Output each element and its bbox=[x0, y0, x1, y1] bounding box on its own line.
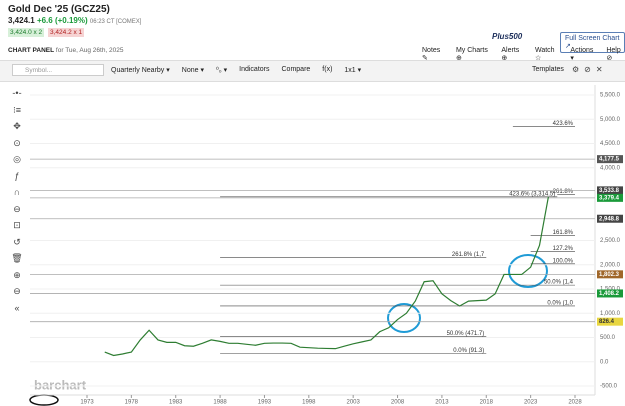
fib-label: 100.0% bbox=[553, 258, 574, 264]
price-tag bbox=[597, 193, 623, 202]
x-tick-label: 1983 bbox=[169, 400, 183, 406]
price-tag bbox=[597, 155, 623, 164]
y-tick-label: 5,500.0 bbox=[600, 93, 621, 99]
y-tick-label: 5,000.0 bbox=[600, 117, 621, 123]
drawing-tools: -•- ⁝≡ ✥ ⊙ ◎ ƒ ∩ ⊖ ⊡ ↺ 🗑 ⊕ ⊖ « bbox=[11, 88, 23, 313]
x-tick-label: 1973 bbox=[80, 400, 94, 406]
price-tag-label: 2,948.8 bbox=[599, 216, 620, 222]
highlight-circle bbox=[508, 254, 548, 288]
chart-panel-label: CHART PANEL for Tue, Aug 26th, 2025 bbox=[8, 47, 124, 54]
toolbar-icons: ⚙⊘✕ bbox=[572, 65, 608, 74]
symbol-input[interactable]: Symbol... bbox=[12, 64, 104, 76]
fib-label: 127.2% bbox=[553, 246, 574, 252]
toolbar-item[interactable]: None ▾ bbox=[181, 67, 204, 74]
quote-line: 3,424.1 +6.6 (+0.19%) 06:23 CT [COMEX] bbox=[8, 16, 141, 25]
panel-action[interactable]: Alerts ⊕ bbox=[501, 47, 520, 62]
templates-button[interactable]: Templates bbox=[532, 66, 564, 73]
y-tick-label: 500.0 bbox=[600, 335, 616, 341]
panel-action[interactable]: Watch ☆ bbox=[535, 47, 555, 62]
panel-name: CHART PANEL bbox=[8, 47, 55, 54]
toolbar-item[interactable]: Indicators bbox=[239, 66, 270, 73]
panel-action[interactable]: Actions ▾ bbox=[570, 47, 594, 62]
price-tag bbox=[597, 317, 623, 326]
fib-label: 50.0% (1,4 bbox=[544, 280, 574, 286]
instrument-title: Gold Dec '25 (GCZ25) bbox=[8, 4, 110, 15]
last-price: 3,424.1 bbox=[8, 16, 35, 25]
x-tick-label: 2003 bbox=[347, 400, 361, 406]
price-tag-label: 1,802.3 bbox=[599, 272, 620, 278]
toolbar-item[interactable]: Compare bbox=[281, 66, 311, 73]
price-tag-label: 1,408.2 bbox=[599, 291, 620, 297]
fib-label: 261.8% (1,7 bbox=[452, 252, 485, 258]
panel-date: for Tue, Aug 26th, 2025 bbox=[55, 47, 124, 54]
x-tick-label: 1988 bbox=[213, 400, 227, 406]
y-tick-label: -500.0 bbox=[600, 384, 618, 390]
ad-logo: Plus500 bbox=[492, 32, 523, 41]
toolbar-item[interactable]: ⁰₀ ▾ bbox=[215, 67, 228, 74]
x-tick-label: 2008 bbox=[391, 400, 405, 406]
panel-action[interactable]: My Charts ⊕ bbox=[455, 47, 488, 62]
bid: 3,424.0 x 2 bbox=[8, 28, 45, 37]
ask: 3,424.2 x 1 bbox=[48, 28, 85, 37]
fib-label: 0.0% (1,0 bbox=[547, 301, 573, 307]
annotation-ellipse bbox=[29, 394, 59, 406]
toolbar-item[interactable]: 1x1 ▾ bbox=[344, 67, 362, 74]
toolbar-item[interactable]: Quarterly Nearby ▾ bbox=[111, 67, 170, 74]
toolbar-item[interactable]: f(x) bbox=[322, 66, 333, 73]
y-tick-label: 1,000.0 bbox=[600, 311, 621, 317]
price-tag bbox=[597, 270, 623, 279]
price-change: +6.6 (+0.19%) bbox=[36, 16, 88, 25]
panel-actions: Notes ✎ My Charts ⊕ Alerts ⊕ Watch ☆ Actions… bbox=[422, 47, 625, 62]
price-tag bbox=[597, 186, 623, 195]
price-tag-label: 826.4 bbox=[599, 319, 615, 325]
y-tick-label: 2,500.0 bbox=[600, 238, 621, 244]
y-tick-label: 4,500.0 bbox=[600, 141, 621, 147]
price-tag-label: 3,379.4 bbox=[599, 195, 620, 201]
x-tick-label: 2023 bbox=[524, 400, 538, 406]
fib-label: 50.0% (471.7) bbox=[447, 331, 485, 337]
x-tick-label: 1978 bbox=[125, 400, 139, 406]
x-tick-label: 2028 bbox=[568, 400, 582, 406]
price-tag-label: 4,177.5 bbox=[599, 157, 620, 163]
price-tag-label: 3,533.8 bbox=[599, 188, 620, 194]
y-tick-label: 2,000.0 bbox=[600, 262, 621, 268]
panel-action[interactable]: Help ⊘ bbox=[606, 47, 621, 62]
x-tick-label: 1993 bbox=[258, 400, 272, 406]
toolbar bbox=[0, 60, 625, 82]
highlight-circle bbox=[387, 303, 421, 333]
x-tick-label: 2018 bbox=[480, 400, 494, 406]
fib-label: 423.6% (3,314.5) bbox=[509, 191, 555, 197]
fib-label: 161.8% bbox=[553, 230, 574, 236]
x-tick-label: 2013 bbox=[435, 400, 449, 406]
fib-label: 261.8% bbox=[553, 189, 574, 195]
y-tick-label: 0.0 bbox=[600, 359, 609, 365]
price-tag bbox=[597, 214, 623, 223]
fib-label: 423.6% bbox=[553, 121, 574, 127]
fib-label: 0.0% (91.3) bbox=[453, 348, 484, 354]
y-tick-label: 4,000.0 bbox=[600, 165, 621, 171]
x-tick-label: 1998 bbox=[302, 400, 316, 406]
price-line-series bbox=[104, 196, 549, 357]
panel-action[interactable]: Notes ✎ bbox=[422, 47, 441, 62]
watermark: barchart bbox=[34, 377, 87, 392]
quote-time: 06:23 CT [COMEX] bbox=[89, 19, 142, 25]
toolbar-items: Quarterly Nearby ▾ None ▾ ⁰₀ ▾ Indicators Co… bbox=[111, 66, 361, 74]
price-tag bbox=[597, 289, 623, 298]
